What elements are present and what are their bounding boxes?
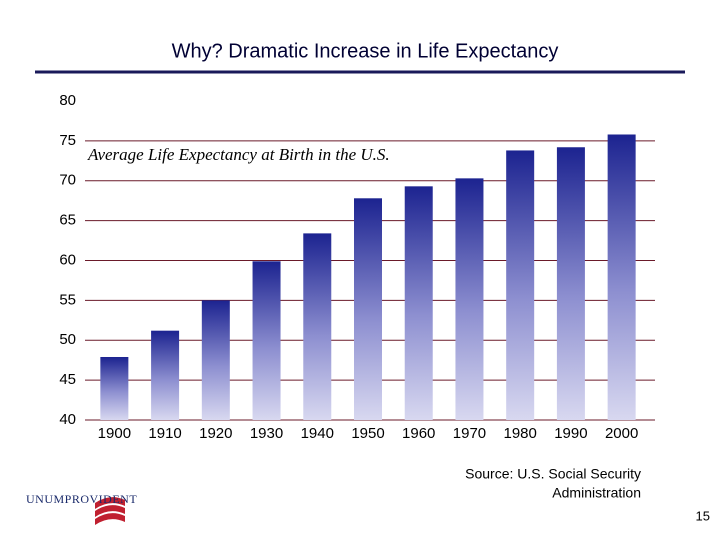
x-tick-label: 1990 bbox=[554, 425, 587, 442]
y-tick-label: 60 bbox=[59, 251, 76, 268]
page-number: 15 bbox=[696, 508, 710, 523]
bar bbox=[201, 300, 230, 420]
bar bbox=[151, 330, 180, 420]
logo: UNUMPROVIDENT bbox=[26, 492, 137, 525]
x-tick-label: 1950 bbox=[351, 425, 384, 442]
bar bbox=[252, 261, 281, 420]
y-tick-label: 55 bbox=[59, 291, 76, 308]
bar bbox=[303, 233, 332, 420]
bar bbox=[506, 150, 535, 420]
bar bbox=[556, 147, 585, 420]
x-tick-label: 1960 bbox=[402, 425, 435, 442]
plot: 40 45 50 55 60 65 70 75 80 1900 1910 1920 1930 1940 19… bbox=[59, 92, 655, 442]
x-tick-label: 1940 bbox=[301, 425, 334, 442]
x-tick-label: 1920 bbox=[199, 425, 232, 442]
chart-title: Why? Dramatic Increase in Life Expectanc… bbox=[172, 40, 559, 62]
y-tick-label: 75 bbox=[59, 132, 76, 149]
x-tick-label: 1970 bbox=[453, 425, 486, 442]
y-tick-label: 80 bbox=[59, 92, 76, 109]
y-tick-label: 65 bbox=[59, 212, 76, 229]
source-line: Source: U.S. Social Security bbox=[465, 466, 641, 482]
x-tick-label: 1930 bbox=[250, 425, 283, 442]
x-tick-label: 1900 bbox=[98, 425, 131, 442]
y-tick-label: 70 bbox=[59, 172, 76, 189]
bar bbox=[455, 178, 484, 420]
y-tick-label: 45 bbox=[59, 371, 76, 388]
bar bbox=[404, 186, 433, 420]
source-line: Administration bbox=[552, 485, 641, 501]
bar bbox=[354, 198, 382, 420]
bar bbox=[607, 134, 636, 420]
x-tick-label: 1980 bbox=[503, 425, 536, 442]
y-tick-label: 50 bbox=[59, 331, 76, 348]
logo-text: UNUMPROVIDENT bbox=[26, 492, 137, 506]
x-tick-label: 1910 bbox=[148, 425, 181, 442]
bar bbox=[100, 356, 129, 420]
x-tick-label: 2000 bbox=[605, 425, 638, 442]
chart-subtitle: Average Life Expectancy at Birth in the … bbox=[87, 145, 390, 164]
y-tick-label: 40 bbox=[59, 411, 76, 428]
